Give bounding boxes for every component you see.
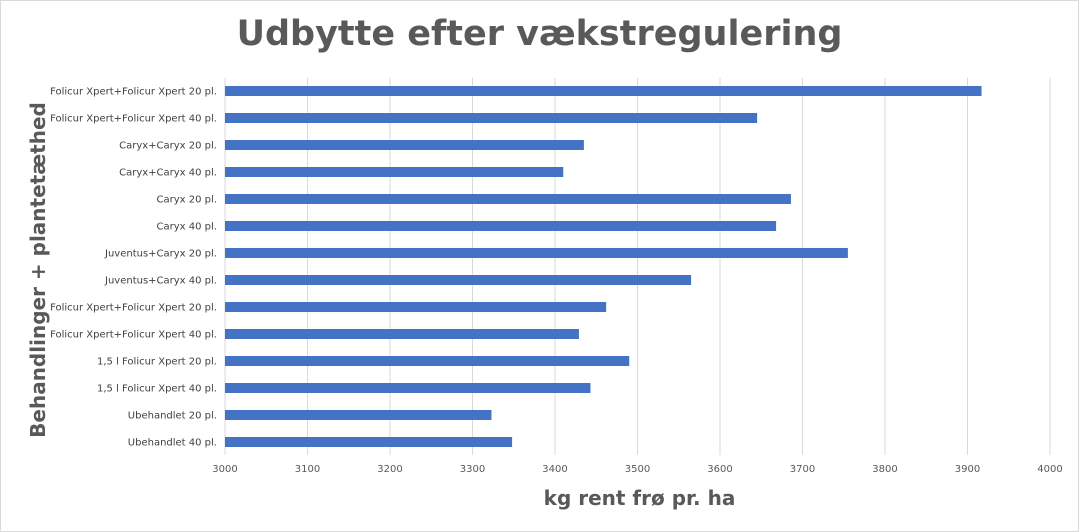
category-label: Caryx+Caryx 40 pl. (119, 168, 217, 179)
x-tick-label: 3200 (377, 464, 402, 475)
x-axis-label: kg rent frø pr. ha (543, 486, 736, 510)
x-tick-label: 3800 (872, 464, 897, 475)
bar (225, 437, 513, 447)
x-tick-label: 3100 (295, 464, 320, 475)
x-tick-label: 3600 (707, 464, 732, 475)
x-tick-label: 3400 (542, 464, 567, 475)
category-label: Juventus+Caryx 40 pl. (104, 276, 217, 287)
x-tick-label: 4000 (1037, 464, 1062, 475)
category-label: Folicur Xpert+Folicur Xpert 40 pl. (50, 330, 217, 341)
x-tick-labels: 3000 3100 3200 3300 3400 3500 3600 3700 3800 3900… (212, 464, 1062, 475)
category-label: Caryx 40 pl. (157, 222, 217, 233)
bar (225, 248, 848, 258)
bar (225, 329, 579, 339)
bar (225, 221, 777, 231)
chart-title: Udbytte efter vækstregulering (236, 14, 843, 54)
category-labels: Folicur Xpert+Folicur Xpert 20 pl. Folicu… (50, 87, 217, 449)
bar (225, 194, 791, 204)
category-label: Caryx+Caryx 20 pl. (119, 141, 217, 152)
bar (225, 140, 584, 150)
bar (225, 410, 492, 420)
category-label: Folicur Xpert+Folicur Xpert 20 pl. (50, 303, 217, 314)
category-label: Folicur Xpert+Folicur Xpert 40 pl. (50, 114, 217, 125)
x-tick-label: 3500 (625, 464, 650, 475)
bar (225, 383, 591, 393)
category-label: 1,5 l Folicur Xpert 20 pl. (97, 357, 217, 368)
category-label: Ubehandlet 20 pl. (128, 411, 217, 422)
category-label: Juventus+Caryx 20 pl. (104, 249, 217, 260)
bar (225, 275, 692, 285)
category-label: Caryx 20 pl. (157, 195, 217, 206)
bar (225, 86, 982, 96)
category-label: Ubehandlet 40 pl. (128, 438, 217, 449)
bars (225, 86, 982, 447)
bar (225, 356, 630, 366)
x-tick-label: 3700 (790, 464, 815, 475)
category-label: 1,5 l Folicur Xpert 40 pl. (97, 384, 217, 395)
gridlines (224, 78, 1051, 455)
x-tick-label: 3300 (460, 464, 485, 475)
x-tick-label: 3000 (212, 464, 237, 475)
bar (225, 302, 607, 312)
category-label: Folicur Xpert+Folicur Xpert 20 pl. (50, 87, 217, 98)
bar (225, 113, 758, 123)
bar (225, 167, 564, 177)
x-tick-label: 3900 (955, 464, 980, 475)
